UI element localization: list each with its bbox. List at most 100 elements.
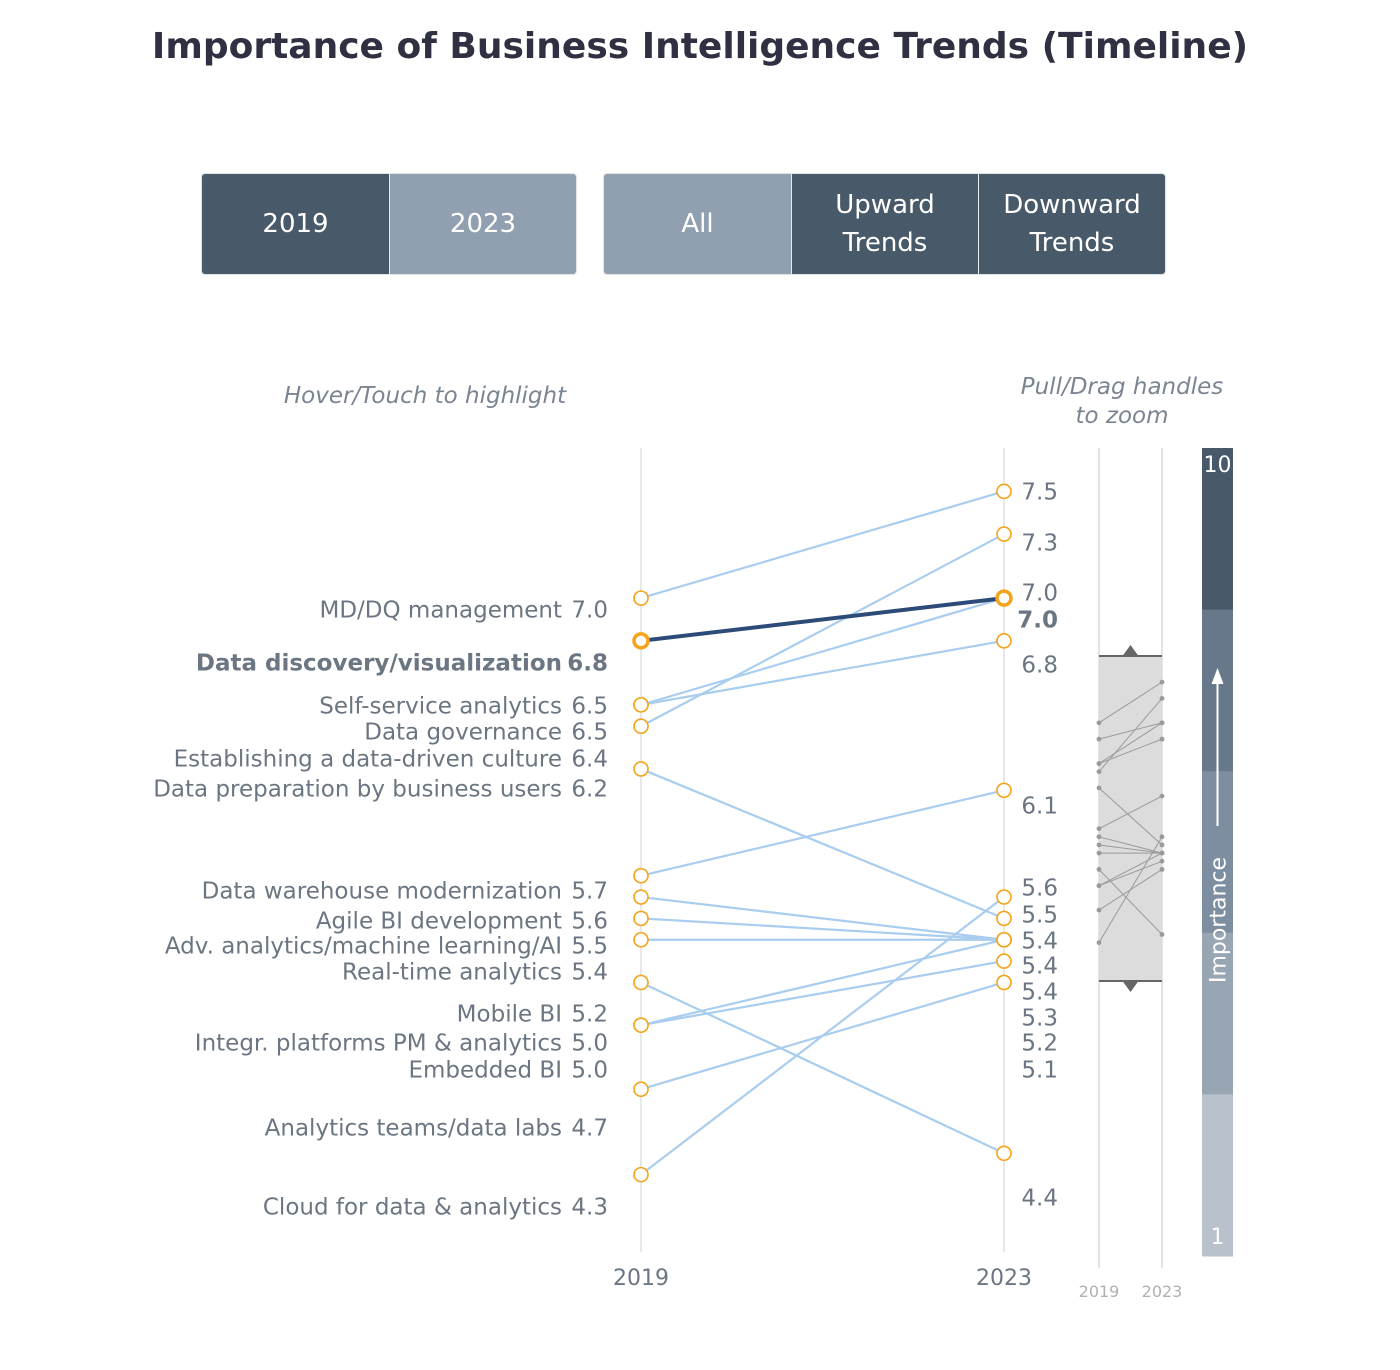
right-value-label: 5.2 xyxy=(1021,1031,1058,1057)
navigator-line-agile-bi-development xyxy=(1098,836,1163,854)
right-value-label: 5.4 xyxy=(1021,954,1058,980)
navigator-point xyxy=(1096,834,1102,840)
navigator-point xyxy=(1096,720,1102,726)
series-line-md-dq-management[interactable] xyxy=(640,490,1005,600)
data-point-data-governance-2019[interactable] xyxy=(633,697,649,713)
navigator-point xyxy=(1096,769,1102,775)
navigator-point xyxy=(1096,785,1102,791)
filter-button-all[interactable]: All xyxy=(604,174,791,274)
navigator-point xyxy=(1096,850,1102,856)
filter-button-downward-trends[interactable]: Downward Trends xyxy=(978,174,1165,274)
data-point-integr-platforms-pm-analytics-2023[interactable] xyxy=(996,931,1012,948)
right-value-label: 6.1 xyxy=(1021,794,1058,820)
left-value-self-service-analytics: 6.5 xyxy=(571,694,608,720)
data-point-establishing-a-data-driven-culture-2023[interactable] xyxy=(996,526,1012,542)
data-point-mobile-bi-2019[interactable] xyxy=(633,974,649,991)
importance-axis-label: Importance xyxy=(1207,857,1232,983)
right-value-label: 5.1 xyxy=(1021,1058,1058,1084)
navigator-label-2023: 2023 xyxy=(1142,1282,1183,1301)
year-button-group: 2019 2023 xyxy=(201,173,577,275)
series-line-adv-analytics-machine-learning-ai[interactable] xyxy=(640,917,1005,941)
x-axis-label-2019: 2019 xyxy=(613,1266,669,1291)
series-line-mobile-bi[interactable] xyxy=(640,981,1005,1155)
data-point-cloud-for-data-analytics-2023[interactable] xyxy=(996,889,1012,905)
navigator-point xyxy=(1159,720,1165,726)
data-point-analytics-teams-data-labs-2023[interactable] xyxy=(996,974,1012,991)
left-label-data-governance: Data governance xyxy=(364,720,562,746)
navigator-top-handle[interactable] xyxy=(1122,645,1139,656)
series-line-data-preparation-by-business-users[interactable] xyxy=(640,767,1005,920)
navigator-point xyxy=(1096,866,1102,872)
zoom-hint: Pull/Drag handles to zoom xyxy=(1020,374,1224,429)
navigator-point xyxy=(1159,736,1165,742)
series-line-embedded-bi[interactable] xyxy=(640,960,1005,1027)
left-value-adv-analytics-machine-learning-ai: 5.5 xyxy=(571,934,608,960)
navigator-selection[interactable] xyxy=(1099,656,1162,981)
data-point-self-service-analytics-2023[interactable] xyxy=(996,633,1012,649)
chart-title: Importance of Business Intelligence Tren… xyxy=(151,26,1249,67)
data-point-data-discovery-visualization-2023[interactable] xyxy=(995,589,1013,607)
left-label-data-warehouse-modernization: Data warehouse modernization xyxy=(202,879,562,905)
navigator-line-embedded-bi xyxy=(1098,860,1163,887)
data-point-establishing-a-data-driven-culture-2019[interactable] xyxy=(633,718,649,735)
right-value-label: 5.6 xyxy=(1021,876,1058,902)
hover-hint: Hover/Touch to highlight xyxy=(283,383,567,409)
right-value-label: 5.4 xyxy=(1021,980,1058,1006)
year-button-2019[interactable]: 2019 xyxy=(202,174,389,274)
left-value-data-warehouse-modernization: 5.7 xyxy=(571,879,608,905)
data-point-data-warehouse-modernization-2023[interactable] xyxy=(996,782,1012,799)
right-value-label: 7.0 xyxy=(1017,608,1058,634)
left-label-analytics-teams-data-labs: Analytics teams/data labs xyxy=(265,1116,562,1142)
navigator-bottom-handle[interactable] xyxy=(1122,981,1139,992)
data-point-cloud-for-data-analytics-2019[interactable] xyxy=(633,1166,649,1183)
series-line-data-warehouse-modernization[interactable] xyxy=(640,789,1005,877)
navigator-line-data-discovery-visualization xyxy=(1098,722,1163,740)
data-point-data-warehouse-modernization-2019[interactable] xyxy=(633,867,649,884)
left-value-cloud-for-data-analytics: 4.3 xyxy=(571,1195,608,1221)
navigator-point xyxy=(1159,679,1165,685)
data-point-embedded-bi-2019[interactable] xyxy=(633,1017,649,1033)
right-value-label: 6.8 xyxy=(1021,653,1058,679)
navigator-point xyxy=(1096,736,1102,742)
navigator-point xyxy=(1096,883,1102,889)
navigator-point xyxy=(1096,761,1102,766)
data-point-data-discovery-visualization-2019[interactable] xyxy=(632,632,650,650)
navigator-point xyxy=(1096,907,1102,913)
series-line-data-discovery-visualization[interactable] xyxy=(640,596,1005,643)
left-value-data-preparation-by-business-users: 6.2 xyxy=(571,777,608,803)
right-value-label: 5.4 xyxy=(1021,929,1058,955)
data-point-md-dq-management-2019[interactable] xyxy=(633,590,649,606)
data-point-data-preparation-by-business-users-2023[interactable] xyxy=(996,910,1012,927)
data-point-agile-bi-development-2019[interactable] xyxy=(633,889,649,905)
filter-button-upward-trends[interactable]: Upward Trends xyxy=(791,174,978,274)
series-line-integr-platforms-pm-analytics[interactable] xyxy=(640,938,1005,1027)
data-point-mobile-bi-2023[interactable] xyxy=(996,1145,1012,1162)
data-point-adv-analytics-machine-learning-ai-2019[interactable] xyxy=(633,910,649,927)
left-value-data-governance: 6.5 xyxy=(571,720,608,746)
series-line-data-governance[interactable] xyxy=(640,597,1005,706)
series-line-establishing-a-data-driven-culture[interactable] xyxy=(640,533,1005,728)
left-label-cloud-for-data-analytics: Cloud for data & analytics xyxy=(263,1195,562,1221)
left-value-real-time-analytics: 5.4 xyxy=(571,960,608,986)
left-label-adv-analytics-machine-learning-ai: Adv. analytics/machine learning/AI xyxy=(165,934,562,960)
left-label-agile-bi-development: Agile BI development xyxy=(316,909,562,935)
data-point-data-preparation-by-business-users-2019[interactable] xyxy=(633,761,649,777)
navigator-point xyxy=(1159,834,1165,840)
navigator-line-integr-platforms-pm-analytics xyxy=(1098,852,1163,887)
data-point-md-dq-management-2023[interactable] xyxy=(996,483,1012,500)
left-value-embedded-bi: 5.0 xyxy=(571,1058,608,1084)
left-label-establishing-a-data-driven-culture: Establishing a data-driven culture xyxy=(174,747,562,773)
series-line-cloud-for-data-analytics[interactable] xyxy=(640,896,1005,1176)
data-point-real-time-analytics-2019[interactable] xyxy=(633,931,649,948)
series-line-agile-bi-development[interactable] xyxy=(640,895,1005,941)
year-button-2023[interactable]: 2023 xyxy=(389,174,576,274)
navigator-point xyxy=(1159,858,1165,864)
left-value-md-dq-management: 7.0 xyxy=(571,598,608,624)
left-value-agile-bi-development: 5.6 xyxy=(571,909,608,935)
right-value-label: 5.5 xyxy=(1021,903,1058,929)
data-point-analytics-teams-data-labs-2019[interactable] xyxy=(633,1081,649,1098)
navigator-line-establishing-a-data-driven-culture xyxy=(1098,698,1163,773)
data-point-embedded-bi-2023[interactable] xyxy=(996,953,1012,969)
navigator-line-data-warehouse-modernization xyxy=(1098,795,1163,830)
